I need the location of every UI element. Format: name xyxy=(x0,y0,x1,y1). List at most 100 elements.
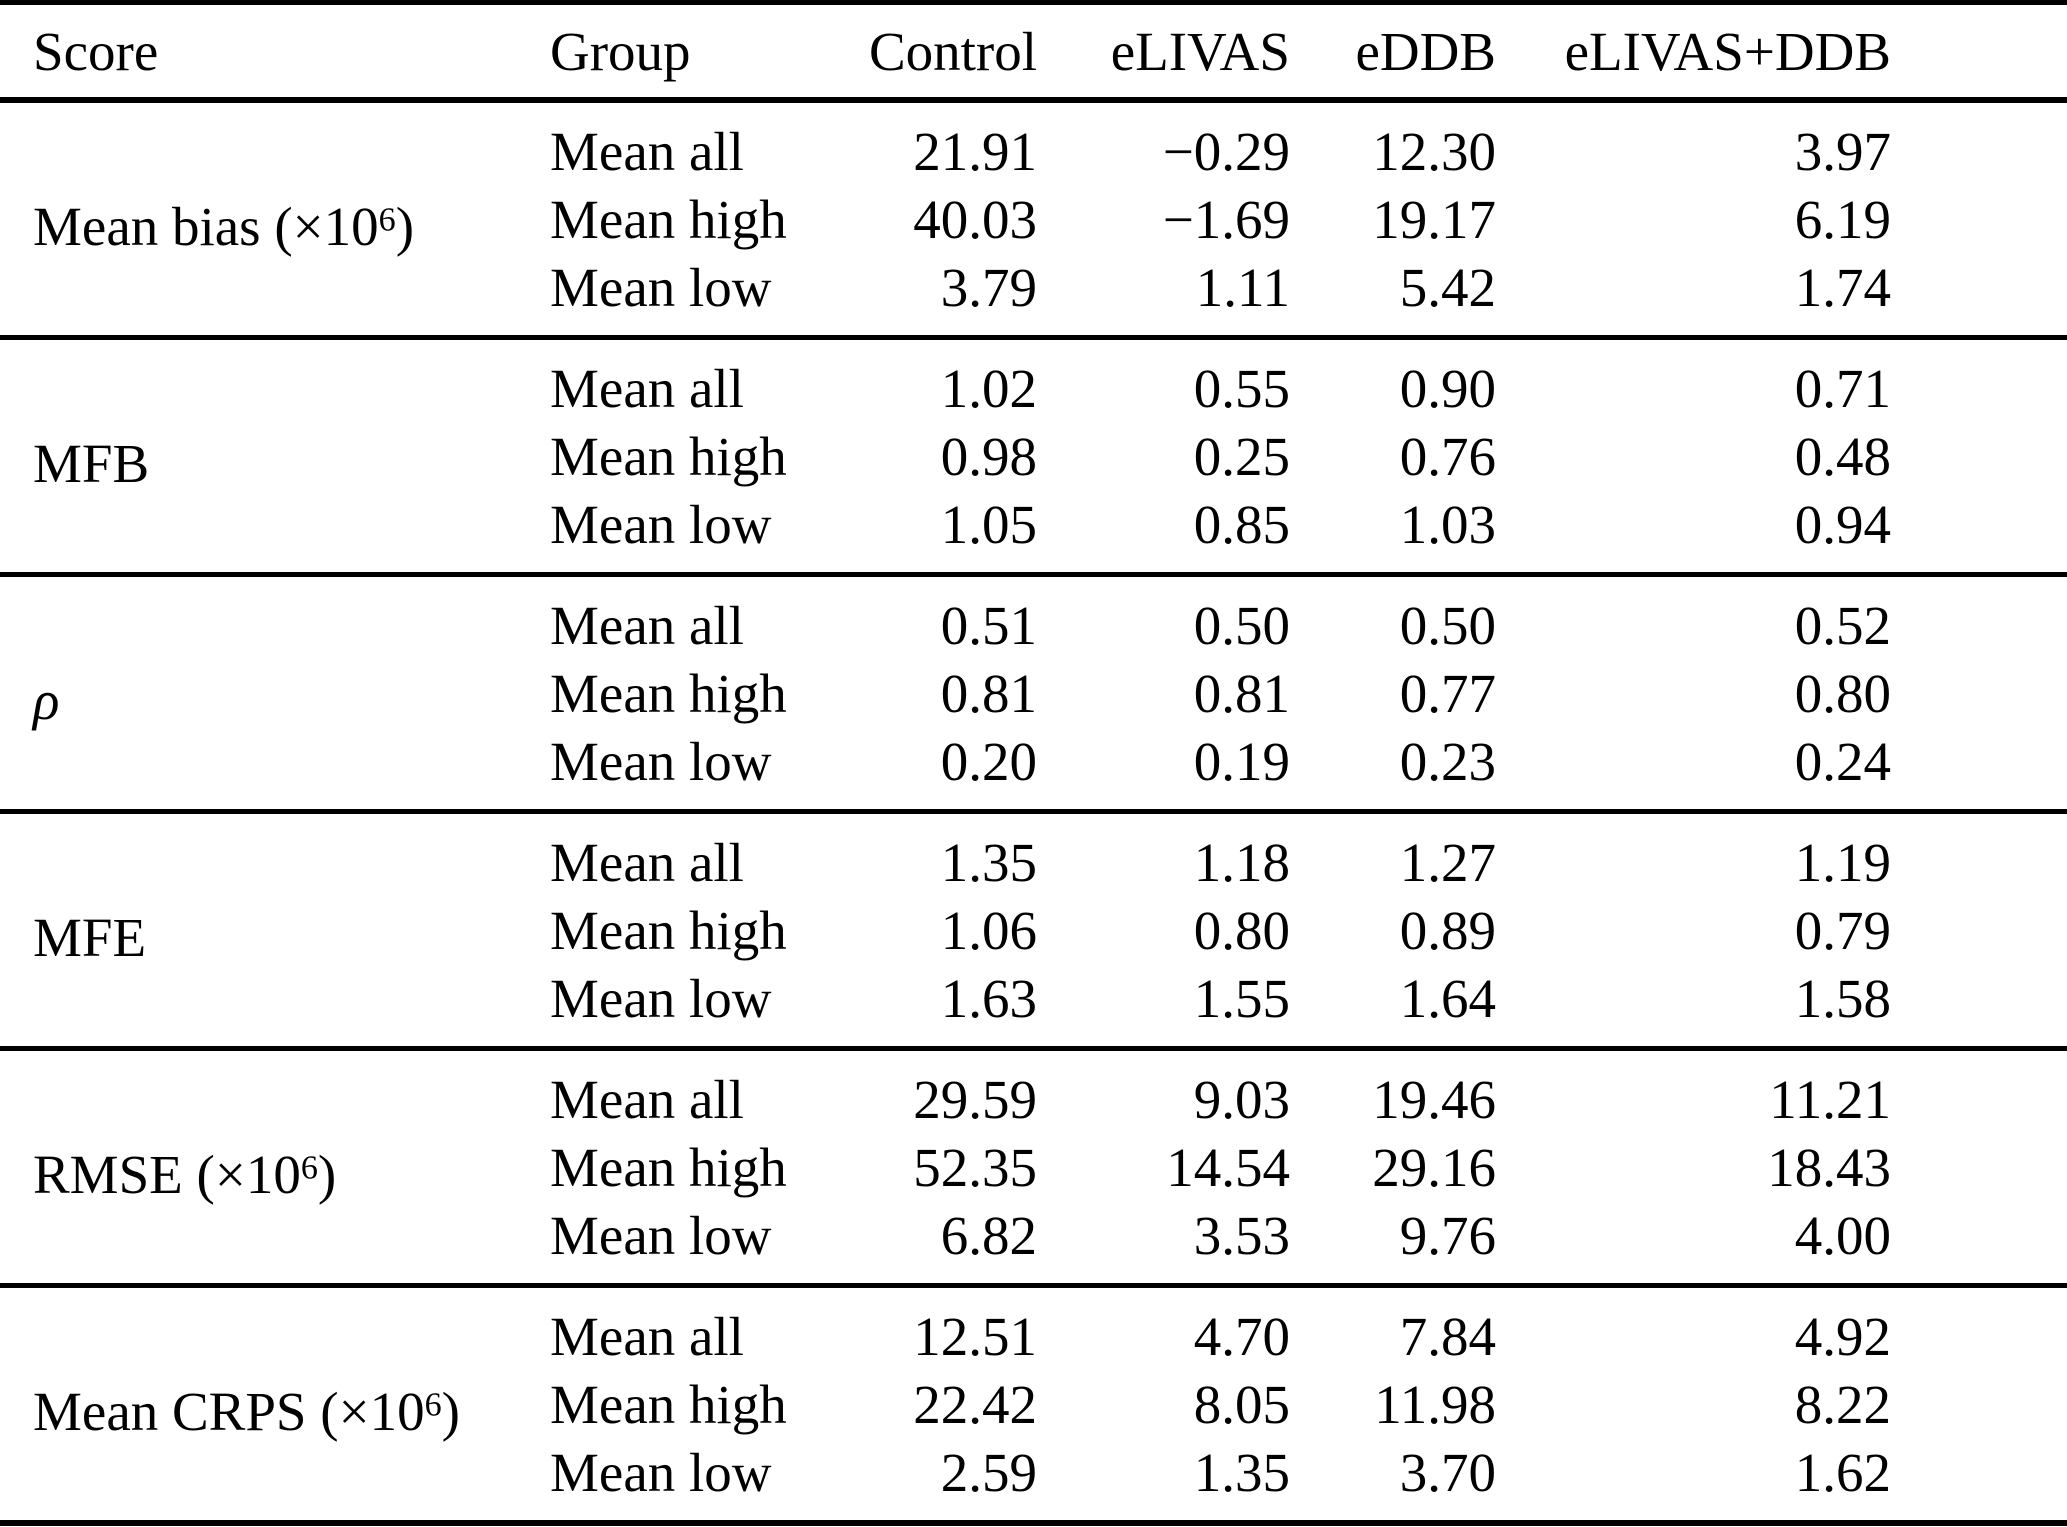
value-cell: 0.52 xyxy=(1794,594,1891,656)
group-label: Mean all xyxy=(550,120,744,182)
value-cell: −0.29 xyxy=(1162,120,1290,182)
table-row: Mean low 1.05 0.85 1.03 0.94 xyxy=(0,490,2067,575)
group-label: Mean high xyxy=(550,425,787,487)
col-header-elivas-ddb: eLIVAS+DDB xyxy=(1564,20,1891,82)
value-cell: 0.90 xyxy=(1399,357,1496,419)
value-cell: 40.03 xyxy=(913,188,1037,250)
score-label: ρ xyxy=(0,575,550,812)
value-cell: 1.05 xyxy=(940,493,1037,555)
value-cell: 4.00 xyxy=(1794,1204,1891,1266)
value-cell: 0.94 xyxy=(1794,493,1891,555)
value-cell: 0.50 xyxy=(1193,594,1290,656)
value-cell: 1.58 xyxy=(1794,967,1891,1029)
value-cell: 11.98 xyxy=(1374,1373,1496,1435)
group-label: Mean low xyxy=(550,256,772,318)
value-cell: 1.63 xyxy=(940,967,1037,1029)
table-row: Mean low 0.20 0.19 0.23 0.24 xyxy=(0,727,2067,812)
value-cell: 1.19 xyxy=(1794,831,1891,893)
value-cell: −1.69 xyxy=(1162,188,1290,250)
value-cell: 29.59 xyxy=(913,1068,1037,1130)
col-header-control: Control xyxy=(868,20,1037,82)
value-cell: 1.35 xyxy=(1193,1441,1290,1503)
value-cell: 1.64 xyxy=(1399,967,1496,1029)
value-cell: 1.55 xyxy=(1193,967,1290,1029)
value-cell: 29.16 xyxy=(1372,1136,1496,1198)
score-label-text: MFB xyxy=(33,432,150,494)
score-label: Mean CRPS (×106) xyxy=(0,1286,550,1524)
group-label: Mean all xyxy=(550,831,744,893)
table-row: Mean high 22.42 8.05 11.98 8.22 xyxy=(0,1370,2067,1438)
value-cell: 1.18 xyxy=(1193,831,1290,893)
score-label-suffix: ) xyxy=(395,195,415,257)
group-label: Mean low xyxy=(550,730,772,792)
score-label: MFB xyxy=(0,338,550,575)
value-cell: 4.70 xyxy=(1193,1305,1290,1367)
value-cell: 8.22 xyxy=(1794,1373,1891,1435)
table-row: Mean high 0.81 0.81 0.77 0.80 xyxy=(0,659,2067,727)
table-row: Mean high 0.98 0.25 0.76 0.48 xyxy=(0,422,2067,490)
col-header-score: Score xyxy=(33,20,159,82)
value-cell: 19.46 xyxy=(1372,1068,1496,1130)
value-cell: 0.55 xyxy=(1193,357,1290,419)
group-label: Mean high xyxy=(550,1373,787,1435)
value-cell: 2.59 xyxy=(940,1441,1037,1503)
score-label-text: Mean bias (×10 xyxy=(33,195,379,257)
score-label-suffix: ) xyxy=(317,1143,337,1205)
value-cell: 4.92 xyxy=(1794,1305,1891,1367)
group-label: Mean all xyxy=(550,1305,744,1367)
score-label-superscript: 6 xyxy=(424,1386,442,1424)
value-cell: 9.03 xyxy=(1193,1068,1290,1130)
value-cell: 1.35 xyxy=(940,831,1037,893)
group-label: Mean low xyxy=(550,967,772,1029)
value-cell: 0.80 xyxy=(1794,662,1891,724)
score-section: MFB Mean all 1.02 0.55 0.90 0.71 Mean high 0.98… xyxy=(0,337,2067,575)
value-cell: 1.62 xyxy=(1794,1441,1891,1503)
value-cell: 0.98 xyxy=(940,425,1037,487)
value-cell: 3.97 xyxy=(1794,120,1891,182)
row-spacer xyxy=(1891,896,2067,964)
value-cell: 0.50 xyxy=(1399,594,1496,656)
header-row: Score Group Control eLIVAS eDDB eLIVAS+D… xyxy=(0,3,2067,101)
score-label: MFE xyxy=(0,812,550,1049)
group-label: Mean all xyxy=(550,594,744,656)
score-section: Mean bias (×106) Mean all 21.91 −0.29 12.30 3… xyxy=(0,100,2067,338)
row-spacer xyxy=(1891,1133,2067,1201)
row-spacer xyxy=(1891,575,2067,660)
row-spacer xyxy=(1891,1438,2067,1523)
row-spacer xyxy=(1891,1201,2067,1286)
value-cell: 21.91 xyxy=(913,120,1037,182)
value-cell: 0.77 xyxy=(1399,662,1496,724)
value-cell: 1.03 xyxy=(1399,493,1496,555)
value-cell: 0.76 xyxy=(1399,425,1496,487)
table-row: ρ Mean all 0.51 0.50 0.50 0.52 xyxy=(0,575,2067,731)
score-section: ρ Mean all 0.51 0.50 0.50 0.52 Mean high 0.81 0.… xyxy=(0,574,2067,812)
value-cell: 8.05 xyxy=(1193,1373,1290,1435)
value-cell: 6.19 xyxy=(1794,188,1891,250)
value-cell: 1.02 xyxy=(940,357,1037,419)
table-row: Mean bias (×106) Mean all 21.91 −0.29 12.30 3… xyxy=(0,100,2067,257)
score-section: MFE Mean all 1.35 1.18 1.27 1.19 Mean high 1.06… xyxy=(0,811,2067,1049)
value-cell: 1.06 xyxy=(940,899,1037,961)
score-label-text: ρ xyxy=(33,669,60,731)
col-header-elivas: eLIVAS xyxy=(1110,20,1290,82)
value-cell: 12.30 xyxy=(1372,120,1496,182)
score-label-text: RMSE (×10 xyxy=(33,1143,301,1205)
value-cell: 18.43 xyxy=(1767,1136,1891,1198)
score-label: Mean bias (×106) xyxy=(0,100,550,338)
value-cell: 0.81 xyxy=(1193,662,1290,724)
table-row: Mean low 6.82 3.53 9.76 4.00 xyxy=(0,1201,2067,1286)
row-spacer xyxy=(1891,1286,2067,1371)
score-label-superscript: 6 xyxy=(300,1149,318,1187)
row-spacer xyxy=(1891,253,2067,338)
value-cell: 11.21 xyxy=(1769,1068,1891,1130)
group-label: Mean low xyxy=(550,1441,772,1503)
score-label-text: Mean CRPS (×10 xyxy=(33,1380,425,1442)
group-label: Mean low xyxy=(550,493,772,555)
score-label-text: MFE xyxy=(33,906,147,968)
group-label: Mean high xyxy=(550,899,787,961)
value-cell: 1.27 xyxy=(1399,831,1496,893)
value-cell: 6.82 xyxy=(940,1204,1037,1266)
table-row: Mean low 2.59 1.35 3.70 1.62 xyxy=(0,1438,2067,1523)
value-cell: 0.48 xyxy=(1794,425,1891,487)
